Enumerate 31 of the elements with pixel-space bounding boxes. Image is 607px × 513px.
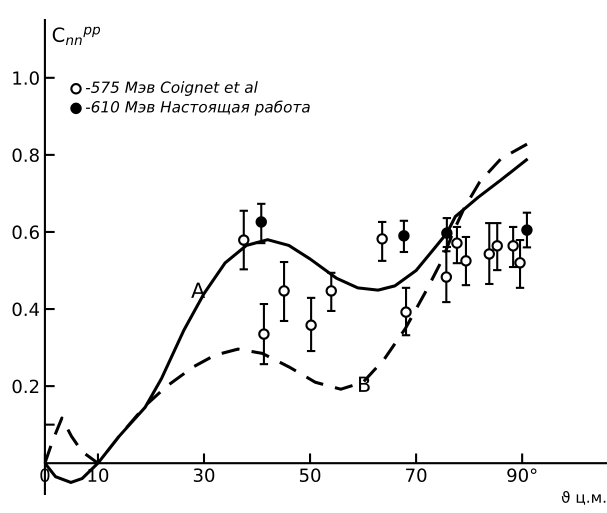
y-tick-label: 0.8: [12, 148, 39, 162]
y-axis-title: C$_{nn}$$^{pp}$: [52, 26, 100, 45]
point: [460, 255, 472, 267]
point: [451, 237, 463, 249]
point: [400, 306, 412, 318]
x-axis-title: ϑ ц.м.: [562, 490, 606, 505]
point: [305, 320, 317, 331]
point: [376, 233, 388, 245]
y-tick-label: 0.4: [12, 302, 40, 316]
y-tick-label: 1.0: [13, 71, 39, 85]
point: [441, 227, 453, 239]
x-tick-label: 70: [406, 468, 426, 482]
x-tick-label: 90°: [507, 468, 536, 482]
point: [238, 234, 250, 246]
point: [326, 285, 337, 297]
point: [514, 257, 526, 268]
point: [258, 328, 270, 340]
point: [521, 224, 533, 236]
x-tick-label: 30: [194, 468, 214, 482]
y-tick-label: 0.2: [12, 380, 38, 394]
point: [507, 240, 519, 252]
point: [278, 285, 290, 297]
point: [398, 230, 410, 242]
y-tick-label: 0.6: [12, 225, 39, 240]
point: [440, 271, 452, 283]
x-tick-label: 50: [300, 468, 320, 482]
legend-label: -610 Мэв Настоящая работа: [86, 100, 310, 116]
point: [484, 248, 495, 260]
legend-label: -575 Мэв Coignet et al: [86, 81, 258, 96]
point: [492, 240, 503, 252]
point: [256, 216, 267, 228]
